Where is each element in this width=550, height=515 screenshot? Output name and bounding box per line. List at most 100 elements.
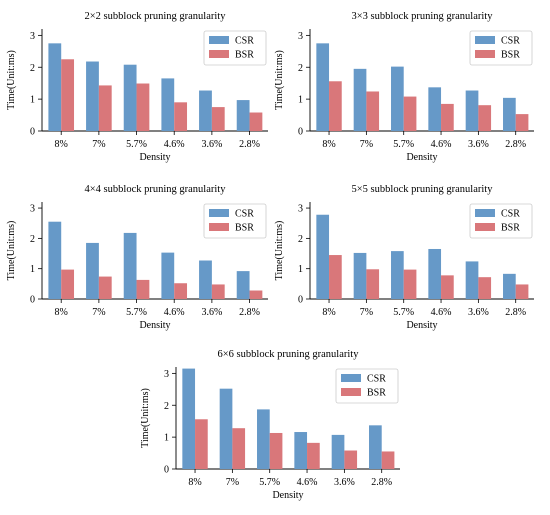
legend-label-bsr: BSR (501, 223, 520, 234)
bar-csr-2 (86, 61, 99, 132)
y-tick-label: 3 (164, 369, 169, 380)
bar-csr-3 (123, 232, 137, 299)
bar-bsr-4 (307, 442, 320, 469)
chart-title: 3×3 subblock pruning granularity (352, 11, 494, 22)
x-axis-label: Density (139, 152, 170, 163)
bar-bsr-1 (195, 419, 208, 469)
x-tick-label: 4.6% (164, 307, 185, 318)
legend-swatch-csr (475, 209, 495, 217)
x-tick-label: 5.7% (126, 307, 147, 318)
y-tick-label: 1 (298, 264, 303, 275)
bar-bsr-1 (61, 59, 75, 131)
x-tick-label: 2.8% (505, 139, 526, 150)
chart-title: 5×5 subblock pruning granularity (352, 184, 494, 195)
y-tick-label: 2 (298, 63, 303, 74)
chart-panel-2: 3×3 subblock pruning granularity 0 1 2 3 Time… (274, 11, 534, 163)
bar-csr-1 (48, 221, 62, 299)
bar-csr-4 (161, 78, 175, 131)
y-tick-label: 1 (30, 264, 35, 275)
y-tick-label: 1 (164, 433, 169, 444)
bar-bsr-2 (232, 428, 246, 469)
bar-bsr-4 (174, 102, 188, 131)
x-tick-label: 3.6% (201, 139, 222, 150)
legend-swatch-bsr (475, 50, 495, 58)
x-tick-label: 3.6% (468, 139, 489, 150)
y-tick-label: 0 (30, 127, 35, 138)
x-tick-label: 7% (360, 307, 373, 318)
bar-bsr-1 (329, 81, 342, 131)
bar-bsr-6 (249, 290, 263, 299)
bar-csr-3 (123, 64, 137, 131)
x-tick-label: 8% (55, 307, 68, 318)
y-tick-label: 3 (30, 204, 35, 215)
bar-bsr-6 (515, 284, 529, 299)
y-tick-label: 1 (298, 95, 303, 106)
legend-label-csr: CSR (367, 374, 386, 385)
legend-swatch-csr (209, 209, 229, 217)
x-axis-label: Density (139, 320, 170, 331)
bar-csr-1 (48, 43, 62, 131)
bar-bsr-5 (211, 284, 225, 299)
legend-label-bsr: BSR (235, 223, 254, 234)
x-tick-label: 7% (360, 139, 373, 150)
x-tick-label: 5.7% (126, 139, 147, 150)
y-tick-label: 2 (298, 234, 303, 245)
chart-panel-4: 5×5 subblock pruning granularity 0 1 2 3 Time… (274, 184, 534, 331)
bar-bsr-4 (441, 275, 454, 299)
bar-bsr-3 (403, 96, 417, 131)
x-tick-label: 8% (322, 307, 335, 318)
x-tick-label: 4.6% (164, 139, 185, 150)
bar-bsr-3 (136, 279, 150, 299)
legend-label-bsr: BSR (367, 388, 386, 399)
y-axis-label: Time(Unit:ms) (274, 221, 285, 281)
bar-bsr-5 (211, 107, 225, 131)
legend-label-csr: CSR (501, 209, 520, 220)
y-tick-label: 3 (298, 31, 303, 42)
bar-csr-6 (236, 100, 250, 131)
legend-swatch-bsr (475, 223, 495, 231)
bar-csr-2 (86, 242, 99, 299)
bar-bsr-2 (366, 91, 380, 131)
legend: CSR BSR (203, 203, 267, 239)
x-tick-label: 3.6% (468, 307, 489, 318)
bar-csr-2 (353, 252, 367, 299)
x-tick-label: 5.7% (393, 139, 414, 150)
bar-csr-3 (391, 66, 404, 131)
bar-bsr-2 (98, 85, 112, 131)
bar-bsr-3 (136, 83, 150, 131)
bar-csr-1 (316, 43, 330, 131)
y-tick-label: 2 (164, 401, 169, 412)
bar-csr-5 (465, 261, 479, 299)
bar-csr-2 (219, 388, 233, 469)
legend-label-csr: CSR (501, 36, 520, 47)
bar-bsr-2 (98, 276, 112, 299)
x-tick-label: 2.8% (239, 307, 260, 318)
bar-bsr-3 (269, 432, 283, 469)
chart-title: 4×4 subblock pruning granularity (85, 184, 227, 195)
legend-label-bsr: BSR (235, 50, 254, 61)
bar-bsr-5 (344, 450, 358, 469)
chart-title: 2×2 subblock pruning granularity (85, 11, 227, 22)
y-tick-label: 2 (30, 234, 35, 245)
bar-csr-5 (331, 434, 345, 469)
bar-csr-5 (465, 90, 479, 131)
bar-csr-2 (353, 68, 367, 131)
x-tick-label: 5.7% (259, 477, 280, 488)
legend-swatch-bsr (209, 50, 229, 58)
x-tick-label: 8% (322, 139, 335, 150)
y-axis-label: Time(Unit:ms) (6, 221, 17, 281)
bar-bsr-6 (249, 112, 263, 131)
x-tick-label: 7% (226, 477, 239, 488)
legend: CSR BSR (469, 30, 533, 66)
bar-csr-5 (199, 90, 212, 131)
y-tick-label: 0 (164, 465, 169, 476)
x-tick-label: 4.6% (297, 477, 318, 488)
y-tick-label: 3 (30, 31, 35, 42)
bar-bsr-3 (403, 269, 417, 299)
x-tick-label: 4.6% (431, 139, 452, 150)
x-tick-label: 7% (92, 139, 105, 150)
legend: CSR BSR (335, 368, 399, 404)
bar-bsr-6 (515, 114, 529, 131)
